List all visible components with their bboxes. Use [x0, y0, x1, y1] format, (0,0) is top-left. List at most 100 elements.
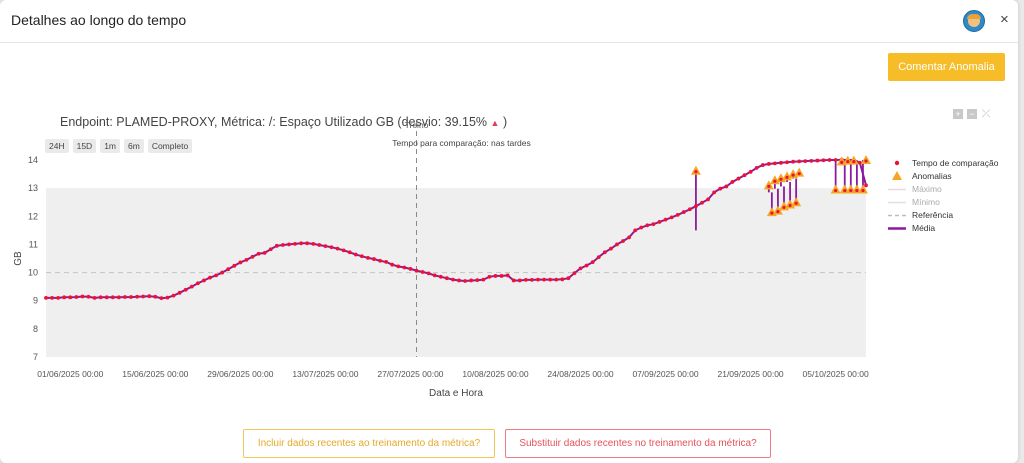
- comparison-point: [572, 271, 577, 276]
- legend-item-min[interactable]: Mínimo: [887, 196, 998, 209]
- comparison-point: [463, 279, 468, 283]
- y-tick-label: 13: [28, 183, 38, 193]
- zoom-out-icon[interactable]: −: [967, 109, 977, 119]
- comparison-point: [566, 276, 571, 281]
- triangle-icon: [892, 171, 902, 180]
- comparison-point: [821, 158, 826, 163]
- comparison-point: [584, 263, 589, 268]
- comparison-point: [657, 220, 662, 224]
- x-tick-label: 29/06/2025 00:00: [207, 369, 273, 379]
- comparison-point: [208, 275, 212, 280]
- comparison-point: [785, 160, 789, 165]
- comparison-point: [432, 273, 437, 278]
- comparison-point: [700, 200, 704, 205]
- reset-zoom-icon[interactable]: ⤫: [981, 108, 991, 120]
- comparison-point: [195, 281, 200, 286]
- comparison-point: [202, 278, 206, 283]
- comparison-point: [469, 278, 474, 283]
- comparison-point: [712, 190, 717, 195]
- range-button-1m[interactable]: 1m: [100, 139, 120, 153]
- comparison-point: [809, 158, 814, 163]
- anomaly-point: [767, 184, 771, 188]
- comparison-point: [505, 273, 510, 278]
- comparison-point: [718, 186, 723, 191]
- chart-legend: Tempo de comparação Anomalias Máximo Mín…: [887, 157, 998, 235]
- anomaly-point: [843, 188, 847, 193]
- comparison-point: [730, 180, 735, 184]
- comparison-point: [287, 242, 291, 247]
- anomaly-point: [846, 159, 850, 164]
- comparison-point: [724, 184, 729, 189]
- range-button-24h[interactable]: 24H: [45, 139, 69, 153]
- mean-line: [46, 158, 867, 300]
- anomaly-point: [785, 175, 789, 179]
- comparison-point: [311, 241, 316, 246]
- comparison-point: [864, 183, 868, 188]
- comment-anomaly-button[interactable]: Comentar Anomalia: [888, 53, 1005, 81]
- legend-item-max[interactable]: Máximo: [887, 183, 998, 196]
- comparison-point: [742, 173, 747, 178]
- anomaly-point: [794, 201, 798, 205]
- range-button-full[interactable]: Completo: [147, 139, 193, 153]
- comparison-point: [347, 250, 352, 255]
- comparison-point: [578, 266, 583, 271]
- dashed-line-icon: [888, 214, 906, 217]
- avatar[interactable]: [963, 10, 985, 32]
- comparison-point: [590, 260, 595, 265]
- comparison-point: [517, 278, 522, 283]
- anomaly-point: [852, 159, 856, 164]
- comparison-point: [736, 176, 741, 181]
- up-arrow-icon: ▲: [490, 118, 500, 128]
- legend-item-reference[interactable]: Referência: [887, 209, 998, 222]
- comparison-point: [44, 296, 48, 300]
- comparison-point: [627, 235, 632, 240]
- comparison-point: [487, 274, 492, 279]
- comparison-point: [280, 243, 285, 247]
- comparison-point: [536, 277, 540, 282]
- comparison-point: [390, 262, 395, 267]
- comparison-point: [779, 160, 783, 165]
- comparison-point: [274, 243, 279, 248]
- range-button-6m[interactable]: 6m: [124, 139, 144, 153]
- comparison-point: [80, 294, 85, 299]
- legend-item-mean[interactable]: Média: [887, 222, 998, 235]
- comparison-point: [815, 158, 820, 163]
- comparison-point: [669, 215, 674, 220]
- comparison-point: [378, 258, 382, 263]
- anomaly-point: [791, 173, 795, 177]
- anomaly-point: [694, 170, 698, 174]
- include-recent-data-button[interactable]: Incluir dados recentes ao treinamento da…: [243, 429, 495, 458]
- comparison-point: [499, 274, 504, 278]
- modal-title: Detalhes ao longo do tempo: [11, 12, 187, 28]
- comparison-point: [511, 278, 516, 283]
- comparison-point: [754, 165, 759, 170]
- comparison-point: [414, 268, 419, 273]
- legend-item-anomalies[interactable]: Anomalias: [887, 170, 998, 183]
- anomaly-point: [840, 160, 844, 165]
- zoom-in-icon[interactable]: +: [953, 109, 963, 119]
- comparison-point: [116, 295, 121, 300]
- comparison-point: [833, 158, 838, 162]
- comparison-point: [706, 197, 710, 202]
- comparison-point: [748, 169, 753, 174]
- red-dot-icon: [894, 160, 900, 166]
- y-tick-label: 8: [33, 324, 38, 334]
- comparison-point: [621, 239, 625, 243]
- range-button-15d[interactable]: 15D: [72, 139, 97, 153]
- y-axis-label: GB: [13, 251, 24, 266]
- legend-label-comparison: Tempo de comparação: [912, 158, 999, 168]
- comparison-point: [135, 294, 140, 299]
- comparison-point: [791, 159, 796, 164]
- close-icon[interactable]: ×: [1000, 11, 1009, 28]
- comparison-point: [797, 159, 802, 164]
- comparison-point: [444, 276, 449, 281]
- training-label: Treino: [405, 120, 429, 130]
- comparison-point: [803, 159, 808, 164]
- replace-recent-data-button[interactable]: Substituir dados recentes no treinamento…: [505, 429, 771, 458]
- x-tick-label: 05/10/2025 00:00: [803, 369, 869, 379]
- chart-title-end: ): [502, 115, 508, 129]
- legend-item-comparison[interactable]: Tempo de comparação: [887, 157, 998, 170]
- comparison-point: [451, 277, 455, 282]
- comparison-point: [226, 267, 231, 272]
